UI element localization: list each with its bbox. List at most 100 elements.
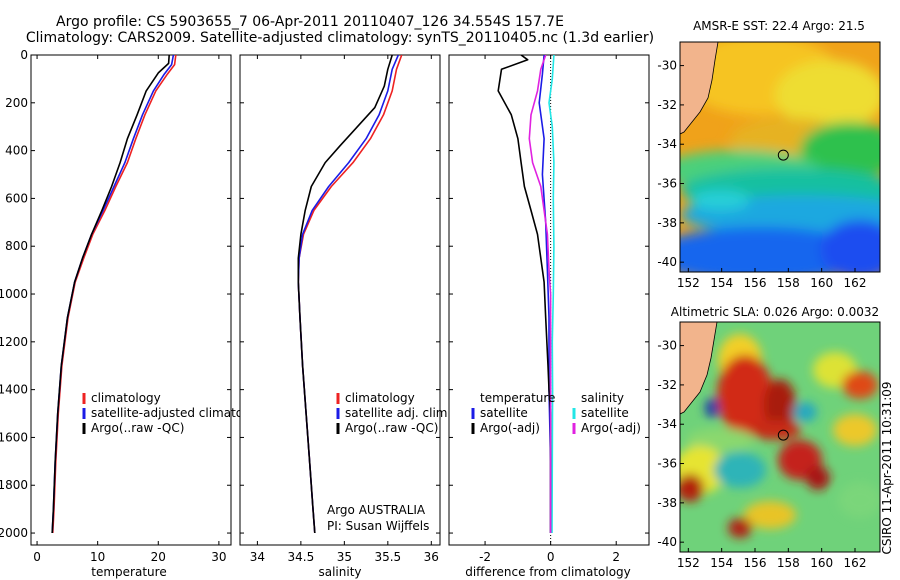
depth-tick-label: 1200 xyxy=(0,335,28,349)
sla-map-title: Altimetric SLA: 0.026 Argo: 0.0032 xyxy=(671,305,879,319)
map-lon-label: 156 xyxy=(744,556,767,570)
sst-argo-position-marker xyxy=(777,149,789,161)
argo-program-label: Argo AUSTRALIA xyxy=(327,503,426,517)
legend-label: satellite xyxy=(480,406,528,420)
legend-label: climatology xyxy=(91,391,161,405)
difference-panel: -2 0 2 temperaturesatelliteArgo(-adj)salin… xyxy=(448,54,650,579)
depth-tick-label: 400 xyxy=(5,144,28,158)
map-lat-label: -34 xyxy=(657,137,677,151)
series-line-sal-argo xyxy=(528,55,552,533)
salinity-axes-frame xyxy=(239,54,441,546)
legend-label: temperature xyxy=(480,391,555,405)
legend-label: satellite adj. clim. xyxy=(345,406,451,420)
depth-tick-label: 1600 xyxy=(0,430,28,444)
difference-xlabel: difference from climatology xyxy=(465,565,631,579)
map-lat-label: -30 xyxy=(657,59,677,73)
depth-tick-label: 0 xyxy=(20,48,28,62)
depth-tick-label: 1000 xyxy=(0,287,28,301)
x-tick-label: 35.5 xyxy=(374,550,401,564)
depth-axis: 0 200 400 600 800 1000 1200 1400 1600 1800 2000 xyxy=(0,48,231,540)
x-tick-label: 34.5 xyxy=(288,550,315,564)
salinity-series xyxy=(297,55,403,534)
difference-depth-ticks xyxy=(449,54,649,534)
x-tick-label: -2 xyxy=(479,550,491,564)
x-tick-label: 30 xyxy=(211,550,226,564)
legend-label: satellite-adjusted climatology xyxy=(91,406,269,420)
map-lat-label: -30 xyxy=(657,339,677,353)
sla-coastline xyxy=(680,322,718,415)
depth-tick-label: 200 xyxy=(5,96,28,110)
map-lon-label: 158 xyxy=(777,276,800,290)
x-tick-label: 0 xyxy=(547,550,555,564)
legend-label: Argo(-adj) xyxy=(480,421,540,435)
figure-title-line2: Climatology: CARS2009. Satellite-adjuste… xyxy=(26,30,654,46)
legend-label: Argo(-adj) xyxy=(581,421,641,435)
x-tick-label: 20 xyxy=(151,550,166,564)
x-tick-label: 34 xyxy=(250,550,265,564)
temperature-series xyxy=(51,55,177,534)
depth-tick-label: 1400 xyxy=(0,383,28,397)
x-tick-label: 0 xyxy=(33,550,41,564)
salinity-xlabel: salinity xyxy=(318,565,361,579)
temperature-axes-frame xyxy=(30,54,232,546)
sst-field xyxy=(680,42,880,272)
map-lon-label: 162 xyxy=(844,556,867,570)
argo-pi-label: PI: Susan Wijffels xyxy=(327,519,429,533)
map-lon-label: 160 xyxy=(810,276,833,290)
map-lat-label: -38 xyxy=(657,216,677,230)
x-tick-label: 10 xyxy=(90,550,105,564)
sla-argo-position-marker xyxy=(777,429,789,441)
map-lon-label: 152 xyxy=(677,276,700,290)
sla-map-axes: 152 154 156 158 160 162 -30 -32 -34 -36 -38 -40 xyxy=(657,339,866,570)
depth-tick-label: 600 xyxy=(5,191,28,205)
map-lat-label: -36 xyxy=(657,457,677,471)
series-line-sal-satellite xyxy=(548,55,555,534)
series-line-argo xyxy=(297,55,393,534)
sst-map-frame xyxy=(679,41,881,273)
legend-label: Argo(..raw -QC) xyxy=(91,421,184,435)
map-lat-label: -40 xyxy=(657,255,677,269)
figure-title-line1: Argo profile: CS 5903655_7 06-Apr-2011 2… xyxy=(56,14,564,30)
map-lon-label: 158 xyxy=(777,556,800,570)
legend-label: satellite xyxy=(581,406,629,420)
map-lon-label: 162 xyxy=(844,276,867,290)
map-lat-label: -40 xyxy=(657,535,677,549)
legend-label: climatology xyxy=(345,391,415,405)
depth-tick-label: 800 xyxy=(5,239,28,253)
sla-map-panel: Altimetric SLA: 0.026 Argo: 0.0032 xyxy=(657,305,881,570)
map-lon-label: 160 xyxy=(810,556,833,570)
temperature-panel: 0 200 400 600 800 1000 1200 1400 1600 1800 2000 0 1… xyxy=(0,48,269,579)
depth-tick-label: 2000 xyxy=(0,526,28,540)
sla-field xyxy=(680,322,880,552)
map-lon-label: 152 xyxy=(677,556,700,570)
sst-map-axes: 152 154 156 158 160 162 -30 -32 -34 -36 -38 -40 xyxy=(657,59,866,290)
difference-series xyxy=(497,55,555,534)
map-lat-label: -34 xyxy=(657,417,677,431)
map-lon-label: 154 xyxy=(710,276,733,290)
x-tick-label: 2 xyxy=(612,550,620,564)
map-lat-label: -32 xyxy=(657,98,677,112)
temperature-x-axis: 0 10 20 30 xyxy=(33,55,227,564)
depth-tick-label: 1800 xyxy=(0,478,28,492)
sst-map-title: AMSR-E SST: 22.4 Argo: 21.5 xyxy=(693,19,865,33)
sst-map-panel: AMSR-E SST: 22.4 Argo: 21.5 152 154 156 158… xyxy=(657,19,881,290)
x-tick-label: 35 xyxy=(337,550,352,564)
sla-map-frame xyxy=(679,321,881,553)
series-line-argo xyxy=(51,55,170,534)
legend-label: salinity xyxy=(581,391,624,405)
map-lon-label: 156 xyxy=(744,276,767,290)
series-line-temp-argo xyxy=(497,55,552,533)
salinity-depth-ticks xyxy=(240,54,440,534)
map-lat-label: -38 xyxy=(657,496,677,510)
difference-legend: temperaturesatelliteArgo(-adj)salinitysa… xyxy=(471,391,641,435)
map-lat-label: -32 xyxy=(657,378,677,392)
credit-timestamp: CSIRO 11-Apr-2011 10:31:09 xyxy=(880,381,894,554)
map-lat-label: -36 xyxy=(657,177,677,191)
salinity-x-axis: 34 34.5 35 35.5 36 xyxy=(250,55,439,564)
x-tick-label: 36 xyxy=(424,550,439,564)
temperature-xlabel: temperature xyxy=(91,565,166,579)
